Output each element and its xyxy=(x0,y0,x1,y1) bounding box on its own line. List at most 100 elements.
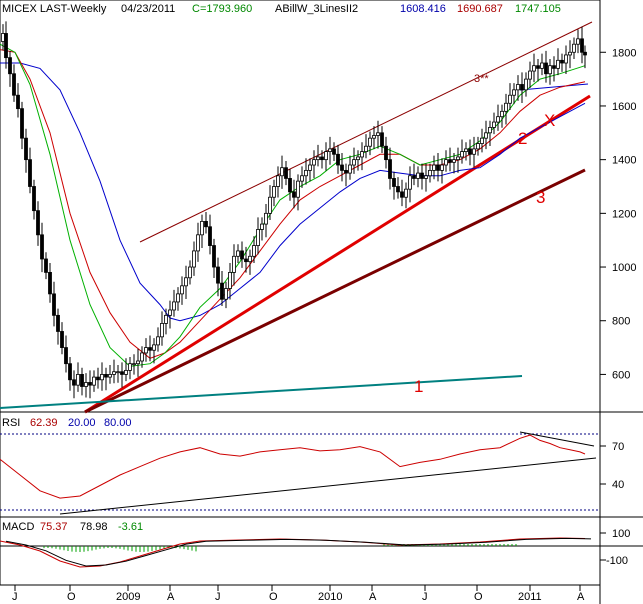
price-candle xyxy=(304,169,308,177)
price-candle xyxy=(148,347,152,351)
price-candle xyxy=(340,164,344,171)
price-candle xyxy=(540,62,544,69)
header-symbol: MICEX LAST-Weekly xyxy=(2,3,107,15)
price-candle xyxy=(364,145,368,152)
moving-average-1 xyxy=(0,62,586,322)
price-candle xyxy=(564,54,568,64)
rsi-tick-40: 40 xyxy=(612,479,624,491)
price-candle xyxy=(104,374,108,378)
price-candle xyxy=(56,314,60,332)
price-candle xyxy=(280,167,284,177)
price-candle xyxy=(580,38,584,53)
chart-header: MICEX LAST-Weekly 04/23/2011 C=1793.960 … xyxy=(2,3,561,15)
trendlines xyxy=(0,21,593,414)
price-candle xyxy=(428,169,432,177)
price-candle xyxy=(484,132,488,139)
price-candle xyxy=(60,331,64,348)
x-tick-label: J xyxy=(215,591,221,603)
price-candle xyxy=(12,73,16,96)
price-candle xyxy=(8,57,12,75)
x-tick-label: A xyxy=(167,591,175,603)
price-candle xyxy=(44,258,48,273)
x-tick-label: 2010 xyxy=(318,591,342,603)
price-candle xyxy=(244,258,248,263)
macd-signal-line xyxy=(5,537,592,567)
price-candle xyxy=(440,164,444,171)
price-candle xyxy=(572,43,576,53)
price-candle xyxy=(456,156,460,161)
price-candle xyxy=(300,175,304,182)
price-tick-label: 800 xyxy=(612,316,630,328)
price-candle xyxy=(212,245,216,268)
price-candle xyxy=(80,374,84,387)
price-candle xyxy=(164,314,168,324)
price-candle xyxy=(216,266,220,284)
price-candle xyxy=(560,59,564,64)
price-candle xyxy=(36,210,40,236)
price-candle xyxy=(348,164,352,174)
price-candle xyxy=(76,374,80,386)
price-candle xyxy=(100,374,104,381)
price-bars xyxy=(1,21,587,399)
price-candle xyxy=(220,282,224,300)
header-value-red: 1690.687 xyxy=(457,3,503,15)
price-candle xyxy=(372,135,376,139)
price-candle xyxy=(256,229,260,246)
price-candle xyxy=(408,175,412,190)
price-candle xyxy=(96,376,100,381)
rsi-upper: 80.00 xyxy=(104,417,132,429)
trendline-3 xyxy=(84,168,586,414)
price-candle xyxy=(252,245,256,257)
macd-histogram xyxy=(43,544,517,552)
x-tick-label: A xyxy=(369,591,377,603)
price-tick-label: 600 xyxy=(612,369,630,381)
annotation-3: 3 xyxy=(536,188,545,207)
price-candle xyxy=(288,178,292,193)
price-candle xyxy=(536,65,540,69)
moving-averages xyxy=(0,43,586,367)
price-candle xyxy=(516,84,520,91)
price-candle xyxy=(460,151,464,158)
price-candle xyxy=(240,250,244,260)
price-candle xyxy=(332,148,336,155)
price-candle xyxy=(268,196,272,214)
annotations: 1 2 3 3** X xyxy=(414,73,555,396)
rsi-line xyxy=(0,434,586,499)
price-candle xyxy=(136,360,140,365)
price-candle xyxy=(116,371,120,374)
price-candle xyxy=(420,172,424,179)
price-candle xyxy=(152,344,156,351)
price-candle xyxy=(168,309,172,316)
price-candle xyxy=(84,382,88,387)
macd-tick-100: 100 xyxy=(612,528,630,540)
rsi-trendline-resistance xyxy=(519,431,595,447)
price-candle xyxy=(388,159,392,179)
price-candle xyxy=(196,234,200,252)
price-candle xyxy=(352,159,356,166)
price-candle xyxy=(124,369,128,375)
price-candle xyxy=(128,363,132,371)
x-tick-label: 2011 xyxy=(518,591,542,603)
price-candle xyxy=(360,151,364,158)
trendline-1 xyxy=(0,375,523,409)
moving-average-3 xyxy=(0,43,586,367)
price-candle xyxy=(488,127,492,134)
price-candle xyxy=(552,65,556,69)
x-tick-label: O xyxy=(67,591,76,603)
price-candle xyxy=(480,137,484,144)
price-candle xyxy=(400,191,404,198)
price-candle xyxy=(380,132,384,147)
support-line-top xyxy=(519,83,589,91)
header-value-green: 1747.105 xyxy=(515,3,561,15)
header-close: C=1793.960 xyxy=(192,3,252,15)
price-candle xyxy=(52,293,56,316)
price-candle xyxy=(308,164,312,171)
price-candle xyxy=(208,226,212,246)
moving-average-2 xyxy=(0,49,586,359)
price-candle xyxy=(344,169,348,174)
price-candle xyxy=(92,376,96,386)
price-candle xyxy=(264,212,268,225)
price-candle xyxy=(556,59,560,69)
x-tick-label: O xyxy=(474,591,483,603)
price-candle xyxy=(524,78,528,91)
